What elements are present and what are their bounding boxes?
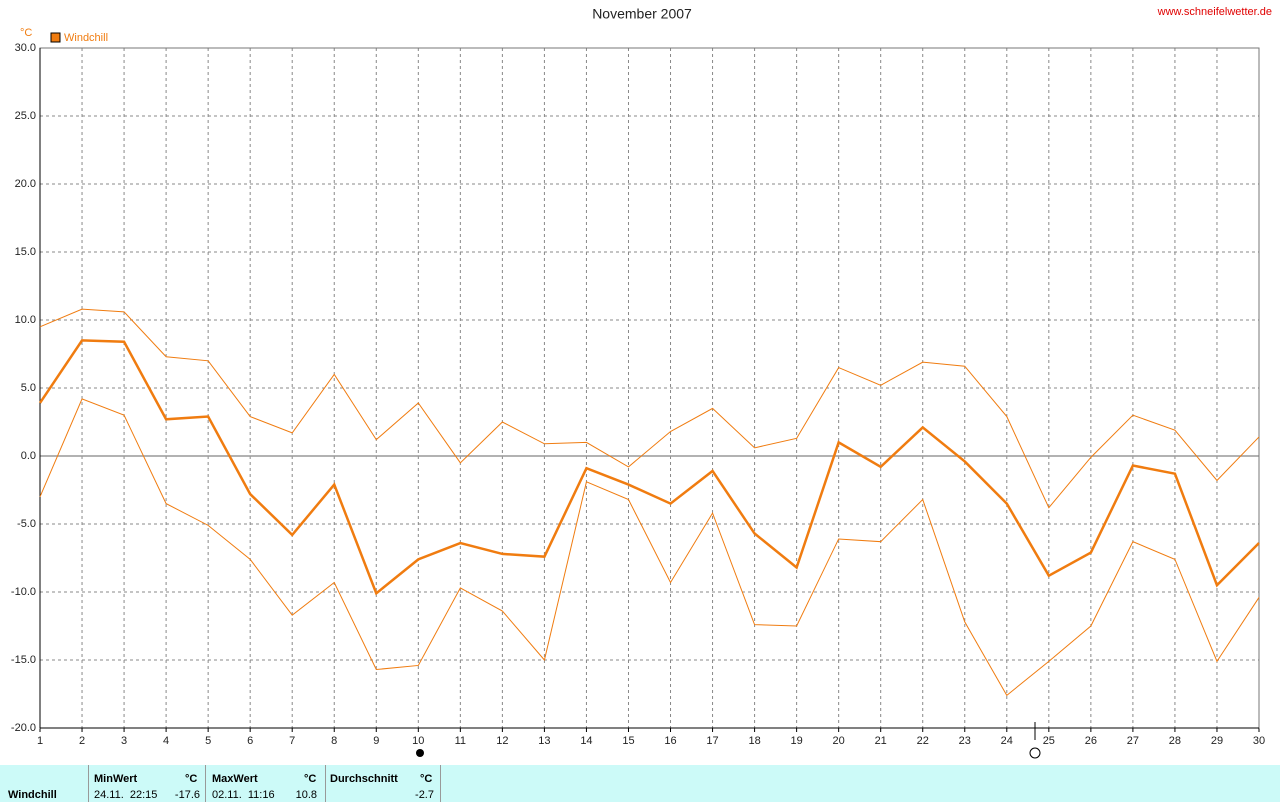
min-time: 24.11. 22:15	[94, 789, 158, 801]
series-line	[39, 398, 1260, 697]
x-tick-label: 18	[748, 735, 760, 747]
y-tick-label: 5.0	[21, 382, 36, 394]
x-tick-label: 20	[833, 735, 845, 747]
x-tick-label: 28	[1169, 735, 1181, 747]
x-tick-label: 17	[706, 735, 718, 747]
y-tick-label: 10.0	[15, 314, 36, 326]
avg-unit: °C	[420, 773, 433, 785]
series-line	[38, 339, 1260, 596]
row-label: Windchill	[8, 789, 57, 801]
y-tick-label: 30.0	[15, 42, 36, 54]
y-tick-label: 25.0	[15, 110, 36, 122]
full-moon	[416, 749, 424, 757]
x-tick-label: 16	[664, 735, 676, 747]
chart: November 2007 www.schneifelwetter.de °C …	[11, 6, 1272, 759]
x-tick-label: 29	[1211, 735, 1223, 747]
x-tick-label: 24	[1001, 735, 1013, 747]
x-tick-label: 23	[959, 735, 971, 747]
x-tick-label: 21	[875, 735, 887, 747]
summary-table: Windchill MinWert °C 24.11. 22:15 -17.6 …	[0, 765, 1280, 802]
x-tick-label: 13	[538, 735, 550, 747]
y-tick-label: -15.0	[11, 654, 36, 666]
y-tick-label: -20.0	[11, 722, 36, 734]
x-tick-label: 1	[37, 735, 43, 747]
avg-head: Durchschnitt	[330, 773, 398, 785]
max-time: 02.11. 11:16	[212, 789, 275, 801]
chart-title: November 2007	[592, 6, 692, 22]
y-unit: °C	[20, 27, 32, 39]
x-tick-label: 9	[373, 735, 379, 747]
min-unit: °C	[185, 773, 198, 785]
x-tick-label: 3	[121, 735, 127, 747]
legend-swatch	[50, 32, 61, 43]
x-tick-label: 15	[622, 735, 634, 747]
x-tick-label: 26	[1085, 735, 1097, 747]
y-tick-label: 0.0	[21, 450, 36, 462]
source: www.schneifelwetter.de	[1157, 6, 1272, 18]
avg-value: -2.7	[415, 789, 434, 801]
x-tick-label: 30	[1253, 735, 1265, 747]
x-tick-label: 5	[205, 735, 211, 747]
max-value: 10.8	[295, 789, 317, 801]
max-unit: °C	[304, 773, 317, 785]
y-tick-label: 20.0	[15, 178, 36, 190]
min-value: -17.6	[174, 789, 200, 801]
x-tick-label: 2	[79, 735, 85, 747]
x-tick-label: 6	[247, 735, 253, 747]
x-tick-label: 11	[455, 735, 466, 747]
x-tick-label: 25	[1043, 735, 1055, 747]
min-head: MinWert	[94, 773, 138, 785]
x-tick-label: 12	[496, 735, 508, 747]
y-tick-label: -5.0	[17, 518, 36, 530]
x-tick-label: 10	[412, 735, 424, 747]
max-head: MaxWert	[212, 773, 258, 785]
x-tick-label: 14	[580, 735, 592, 747]
x-tick-label: 8	[331, 735, 337, 747]
x-tick-label: 7	[289, 735, 295, 747]
legend-label: Windchill	[64, 32, 108, 44]
y-tick-label: -10.0	[11, 586, 36, 598]
x-tick-label: 19	[790, 735, 802, 747]
series-line	[39, 308, 1260, 509]
x-tick-label: 27	[1127, 735, 1139, 747]
x-tick-label: 22	[917, 735, 929, 747]
y-tick-label: 15.0	[15, 246, 36, 258]
x-tick-label: 4	[163, 735, 169, 747]
new-moon	[1029, 747, 1041, 759]
